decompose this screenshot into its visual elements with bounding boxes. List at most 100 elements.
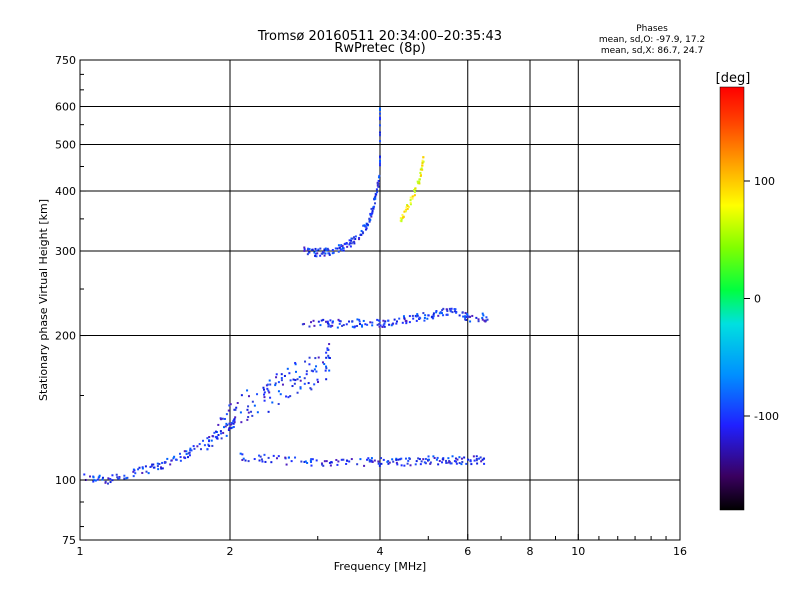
data-point (401, 321, 404, 324)
data-point (206, 448, 209, 451)
data-point (341, 324, 344, 327)
data-point (358, 238, 361, 241)
data-point (370, 207, 373, 210)
data-point (353, 236, 356, 239)
data-point (259, 455, 262, 458)
data-point (379, 159, 381, 162)
data-point (223, 417, 226, 420)
x-tick-label: 4 (377, 545, 384, 558)
data-point (320, 462, 323, 465)
data-point (416, 180, 419, 183)
data-point (159, 466, 162, 469)
data-point (294, 456, 297, 459)
data-point (226, 424, 229, 427)
data-point (323, 254, 326, 257)
data-point (287, 456, 290, 459)
data-point (306, 249, 309, 252)
y-axis-label: Stationary phase Virtual Height [km] (37, 199, 50, 401)
data-point (160, 467, 163, 470)
data-point (220, 432, 223, 435)
data-point (363, 464, 366, 467)
data-point (379, 107, 381, 110)
data-point (421, 161, 424, 164)
data-point (260, 458, 263, 461)
data-point (280, 379, 283, 382)
data-point (83, 473, 86, 476)
data-point (233, 421, 236, 424)
data-point (358, 323, 361, 326)
data-point (341, 246, 344, 249)
data-point (336, 463, 339, 466)
data-point (239, 411, 242, 414)
data-point (377, 179, 380, 182)
data-point (423, 319, 426, 322)
data-point (313, 368, 316, 371)
data-point (251, 400, 254, 403)
data-point (298, 375, 301, 378)
data-point (310, 458, 313, 461)
data-point (481, 318, 484, 321)
data-point (481, 458, 484, 461)
data-point (464, 318, 467, 321)
data-point (222, 426, 225, 429)
data-point (310, 460, 313, 463)
data-point (222, 431, 225, 434)
data-point (448, 461, 451, 464)
data-point (420, 460, 423, 463)
data-point (280, 373, 283, 376)
data-point (272, 454, 275, 457)
data-point (300, 460, 303, 463)
data-point (331, 249, 334, 252)
data-point (360, 233, 363, 236)
data-point (228, 426, 231, 429)
data-point (476, 462, 479, 465)
x-tick-label: 6 (464, 545, 471, 558)
data-point (380, 462, 383, 465)
data-point (334, 247, 337, 250)
data-point (250, 410, 253, 413)
data-point (444, 459, 447, 462)
data-point (256, 411, 259, 414)
data-point (442, 457, 445, 460)
data-point (310, 388, 313, 391)
data-point (379, 134, 381, 137)
data-point (369, 321, 372, 324)
data-point (92, 476, 95, 479)
data-point (351, 325, 354, 328)
data-point (325, 351, 328, 354)
data-point (306, 461, 309, 464)
data-point (453, 308, 456, 311)
data-point (307, 247, 310, 250)
data-point (320, 252, 323, 255)
data-point (313, 324, 316, 327)
data-point (175, 458, 178, 461)
data-point (415, 319, 418, 322)
data-point (376, 182, 379, 185)
data-point (397, 458, 400, 461)
data-point (377, 185, 380, 188)
data-point (323, 460, 326, 463)
data-point (189, 449, 192, 452)
data-point (406, 204, 409, 207)
data-point (185, 450, 188, 453)
data-point (158, 462, 161, 465)
data-point (463, 456, 466, 459)
data-point (263, 391, 266, 394)
data-point (383, 325, 386, 328)
data-point (371, 324, 374, 327)
data-point (258, 459, 261, 462)
data-point (270, 461, 273, 464)
data-point (284, 456, 287, 459)
data-point (184, 457, 187, 460)
data-point (216, 436, 219, 439)
data-point (89, 475, 92, 478)
data-point (419, 171, 422, 174)
data-point (354, 238, 357, 241)
data-point (455, 462, 458, 465)
data-point (368, 459, 371, 462)
data-point (348, 320, 351, 323)
data-point (308, 363, 311, 366)
data-point (386, 460, 389, 463)
data-point (315, 370, 318, 373)
data-point (93, 479, 96, 482)
